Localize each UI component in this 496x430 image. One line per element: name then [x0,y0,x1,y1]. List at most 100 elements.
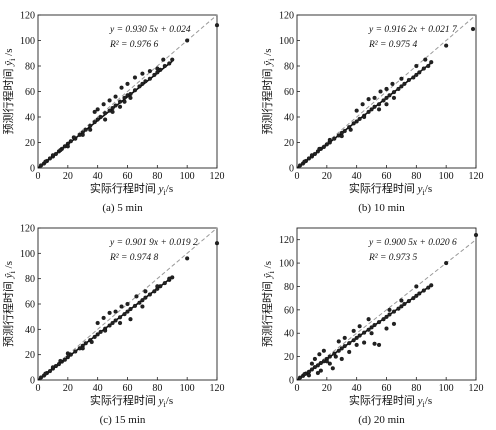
x-tick-label: 80 [411,171,421,182]
y-tick-label: 40 [25,113,35,124]
x-tick-label: 40 [352,383,362,394]
x-axis-label: 实际行程时间 yi/s [90,181,173,197]
data-point [357,333,362,338]
x-axis-label-var: y [417,183,423,195]
data-point [50,153,55,158]
data-point [152,289,157,294]
data-point [161,57,166,62]
data-point [88,127,93,132]
x-tick-label: 40 [352,171,362,182]
data-point [342,128,347,134]
y-tick-label: 40 [25,325,35,336]
x-tick-label: 40 [93,171,103,182]
y-axis-label-main: 预测行程时间 [261,278,274,347]
data-point [147,76,152,81]
data-point [330,366,335,371]
x-tick-label: 20 [322,383,332,394]
data-point [50,365,55,370]
data-point [122,99,127,104]
data-point [143,295,148,300]
data-point [384,102,389,107]
y-axis-label-var: ŷ [3,273,15,279]
x-axis-label: 实际行程时间 yi/s [349,181,432,197]
data-point [101,315,106,320]
data-point [143,79,148,84]
fit-equation: y = 0.901 9x + 0.019 2 [109,238,198,248]
y-tick-label: 20 [284,138,294,149]
data-point [47,156,52,161]
y-axis-label-sub: i [267,58,276,61]
data-point [110,106,115,111]
y-axis-label-unit: /s [262,49,274,59]
y-tick-label: 120 [279,11,294,22]
x-tick-label: 100 [180,171,195,182]
data-point [167,61,172,66]
data-point [128,95,133,100]
data-point [140,298,145,303]
data-point [68,139,73,144]
data-point [399,298,404,303]
data-point [89,339,94,345]
data-point [423,57,428,62]
data-point [113,103,118,108]
data-point [318,368,323,373]
data-point [125,81,130,86]
y-tick-label: 60 [284,305,294,316]
y-tick-label: 40 [284,113,294,124]
x-axis-label-unit: /s [425,183,432,195]
y-axis-label: 预测行程时间 ŷi /s [261,49,276,135]
y-axis-label-main: 预测行程时间 [2,278,15,347]
y-tick-label: 100 [20,36,35,47]
data-point [122,95,127,100]
data-point [137,84,142,89]
y-axis-label: 预测行程时间 ŷi /s [2,49,17,135]
x-axis-label-sub: i [423,188,426,197]
panel-caption: (b) 10 min [358,202,405,214]
data-point [170,57,175,62]
data-point [113,94,118,99]
data-point [306,373,311,378]
y-tick-label: 20 [25,138,35,149]
data-point [421,288,426,293]
data-point [107,98,112,103]
x-axis-label-sub: i [423,400,426,409]
data-point [339,134,344,139]
data-point [399,76,404,81]
data-point [372,322,377,328]
y-tick-label: 80 [284,62,294,73]
y-tick-label: 60 [25,87,35,98]
x-tick-label: 120 [469,383,484,394]
data-point [376,107,382,112]
x-tick-label: 40 [93,383,103,394]
data-point [309,153,314,158]
y-axis-label-unit: /s [3,49,15,59]
data-point [128,317,133,322]
data-point [80,132,85,137]
data-point [411,296,416,301]
data-point [406,77,411,83]
y-axis-label-var: ŷ [3,61,15,67]
y-axis-label-sub: i [267,270,276,273]
data-point [354,108,359,113]
x-tick-label: 0 [295,383,300,394]
data-point [214,23,220,28]
data-point [140,71,145,76]
data-point [387,93,392,98]
data-point [302,159,307,164]
data-point [339,356,344,362]
y-tick-label: 0 [289,164,294,175]
data-point [147,292,152,297]
data-point [391,90,397,95]
x-tick-label: 100 [180,383,195,394]
data-point [95,320,100,326]
y-axis-label-var: ŷ [262,273,274,279]
fit-equation: y = 0.916 2x + 0.021 7 [368,25,458,35]
data-point [324,359,329,364]
data-point [470,26,476,32]
data-point [92,334,97,339]
data-point [426,63,431,69]
data-point [140,81,145,86]
panel-d: 0 20 40 60 80 100 120 0 20 40 60 80 100 120 y = 0.900 … [261,227,484,426]
y-tick-label: 100 [20,249,35,260]
data-point [125,301,130,307]
